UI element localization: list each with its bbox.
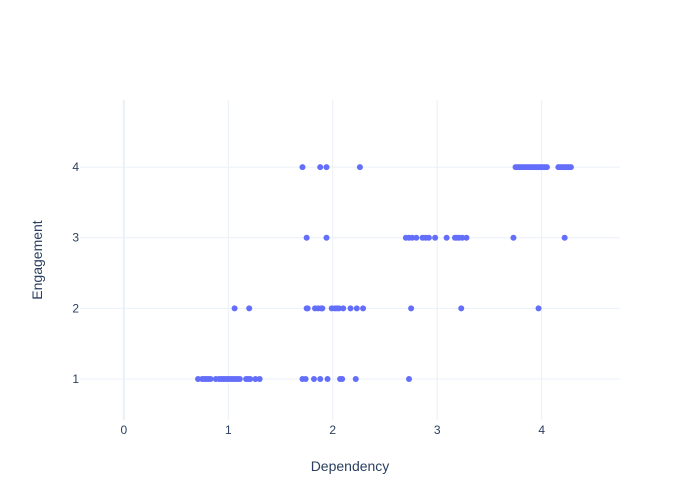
data-point bbox=[409, 234, 416, 241]
data-point bbox=[408, 305, 415, 312]
data-point bbox=[356, 164, 363, 171]
data-point bbox=[323, 234, 330, 241]
data-point bbox=[324, 376, 331, 383]
data-point bbox=[458, 305, 465, 312]
data-point bbox=[347, 305, 354, 312]
data-point bbox=[413, 234, 420, 241]
data-point bbox=[247, 376, 254, 383]
x-axis-title: Dependency bbox=[311, 458, 390, 474]
data-point bbox=[252, 376, 259, 383]
data-point bbox=[317, 376, 324, 383]
y-tick-label: 1 bbox=[72, 372, 79, 386]
data-point bbox=[339, 376, 346, 383]
data-point bbox=[336, 305, 343, 312]
x-tick-label: 2 bbox=[329, 423, 336, 437]
data-point bbox=[323, 164, 330, 171]
data-point bbox=[304, 305, 311, 312]
data-point bbox=[459, 234, 466, 241]
x-tick-label: 1 bbox=[225, 423, 232, 437]
y-axis-title: Engagement bbox=[29, 220, 45, 300]
data-point bbox=[299, 164, 306, 171]
data-point bbox=[360, 305, 367, 312]
data-point bbox=[432, 234, 439, 241]
data-point bbox=[246, 305, 253, 312]
data-point bbox=[352, 376, 359, 383]
y-tick-label: 2 bbox=[72, 301, 79, 315]
x-tick-label: 0 bbox=[121, 423, 128, 437]
x-tick-label: 3 bbox=[434, 423, 441, 437]
data-point bbox=[319, 305, 326, 312]
data-point bbox=[302, 376, 309, 383]
data-point bbox=[425, 234, 432, 241]
data-point bbox=[340, 305, 347, 312]
data-point bbox=[561, 234, 568, 241]
data-point bbox=[535, 305, 542, 312]
data-point bbox=[510, 234, 517, 241]
data-point bbox=[310, 376, 317, 383]
data-point bbox=[406, 376, 413, 383]
data-point bbox=[207, 376, 214, 383]
data-point bbox=[443, 234, 450, 241]
data-point bbox=[303, 234, 310, 241]
data-point bbox=[236, 376, 243, 383]
data-points bbox=[195, 164, 574, 383]
y-tick-label: 4 bbox=[72, 160, 79, 174]
x-tick-label: 4 bbox=[538, 423, 545, 437]
y-tick-label: 3 bbox=[72, 231, 79, 245]
data-point bbox=[463, 234, 470, 241]
data-point bbox=[353, 305, 360, 312]
data-point bbox=[317, 164, 324, 171]
data-point bbox=[543, 164, 550, 171]
data-point bbox=[231, 305, 238, 312]
tick-labels: 0 1 2 3 4 1 2 3 4 bbox=[72, 160, 545, 437]
data-point bbox=[567, 164, 574, 171]
data-point bbox=[195, 376, 202, 383]
data-point bbox=[256, 376, 263, 383]
